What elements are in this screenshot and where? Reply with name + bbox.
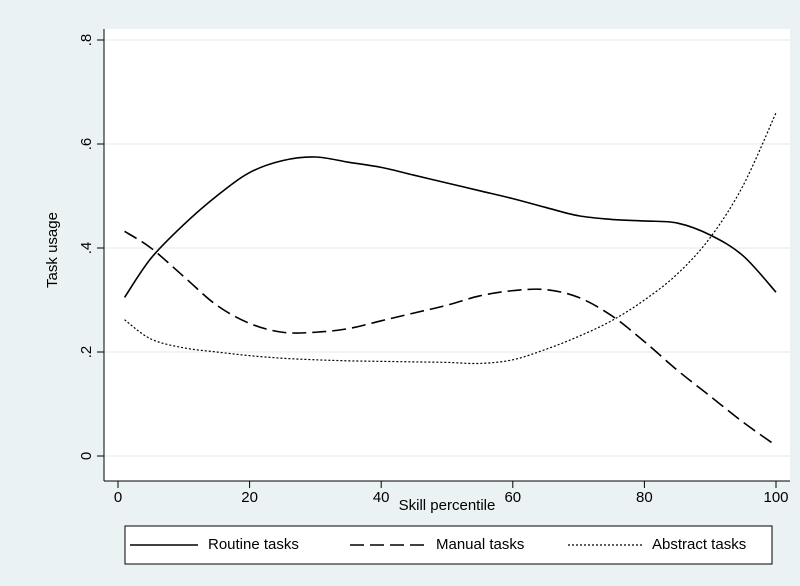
legend-label: Routine tasks	[208, 536, 299, 553]
y-tick-label: .4	[78, 242, 95, 255]
axis-ticks: 0 .2 .4 .6 .8 0 20 40 60 80 100	[78, 34, 789, 506]
series-line-manual-tasks	[124, 230, 777, 447]
x-tick-label: 100	[763, 489, 788, 506]
x-tick-label: 40	[373, 489, 390, 506]
x-tick-label: 60	[504, 489, 521, 506]
y-tick-label: .6	[78, 138, 95, 151]
x-tick-label: 0	[114, 489, 122, 506]
x-tick-label: 20	[241, 489, 258, 506]
gridlines	[105, 39, 790, 457]
series-line-routine-tasks	[123, 156, 777, 298]
plot-area	[104, 29, 790, 481]
x-axis-title: Skill percentile	[399, 497, 496, 514]
x-tick-label: 80	[636, 489, 653, 506]
y-axis-title: Task usage	[44, 212, 61, 288]
legend: Routine tasks Manual tasks Abstract tasks	[130, 536, 746, 553]
legend-label: Manual tasks	[436, 536, 524, 553]
y-tick-label: 0	[78, 452, 95, 460]
y-tick-label: .2	[78, 346, 95, 359]
legend-box	[124, 525, 773, 565]
series-lines	[123, 112, 777, 447]
legend-label: Abstract tasks	[652, 536, 746, 553]
y-tick-label: .8	[78, 34, 95, 47]
